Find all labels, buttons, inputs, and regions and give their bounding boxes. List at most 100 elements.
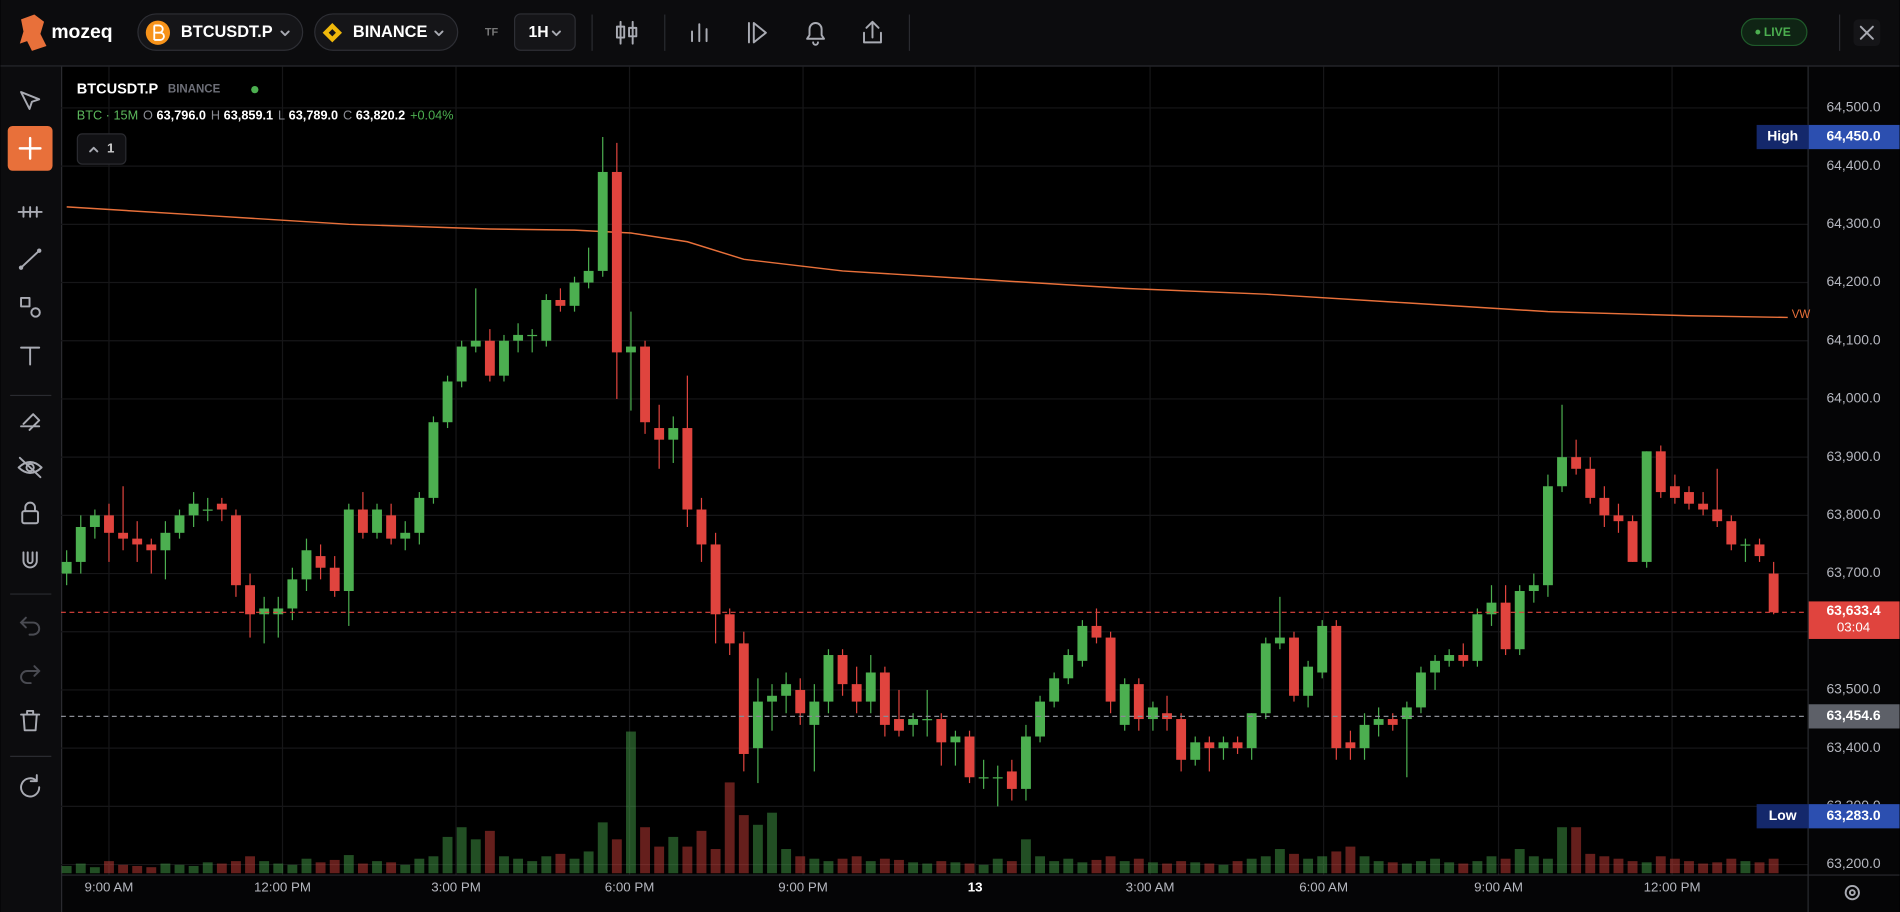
delete-button[interactable] <box>20 709 41 732</box>
icon <box>20 249 41 269</box>
shapes-tool[interactable] <box>20 296 41 318</box>
volume-bar <box>724 782 735 874</box>
y-tick-label: 63,700.0 <box>1826 564 1880 580</box>
candle-body <box>75 526 86 562</box>
redo-button[interactable] <box>20 665 41 685</box>
pill <box>137 13 304 51</box>
x-tick-label: 3:00 PM <box>431 879 481 894</box>
candle-body <box>1416 672 1426 708</box>
x-tick-label: 9:00 AM <box>85 879 134 894</box>
candle-body <box>1500 602 1511 650</box>
magnet-tool[interactable] <box>22 551 38 569</box>
volume-bar <box>767 812 777 874</box>
candle-body <box>682 428 693 510</box>
volume-bar <box>259 861 270 874</box>
candle-body <box>767 695 777 702</box>
text-tool[interactable] <box>20 346 41 366</box>
chart-type-button[interactable] <box>615 20 638 45</box>
y-tick-label: 64,300.0 <box>1826 215 1880 231</box>
countdown: 03:04 <box>1837 620 1871 635</box>
volume-bar <box>950 862 961 874</box>
candle-body <box>89 515 100 527</box>
candle-body <box>428 422 439 498</box>
volume-bar <box>216 863 227 874</box>
candle-body <box>1571 457 1582 469</box>
indicator-count: 1 <box>107 140 115 155</box>
marker-value-tag <box>1808 124 1900 150</box>
alert-button[interactable] <box>806 22 826 46</box>
volume-bar <box>329 859 340 874</box>
candle-body <box>1768 573 1779 613</box>
candle-body <box>1345 742 1356 749</box>
exchange: BINANCE <box>353 23 428 41</box>
volume-bar <box>372 861 382 874</box>
marker-name: Low <box>1769 807 1797 823</box>
eraser-tool[interactable] <box>20 413 41 431</box>
legend-key: L <box>278 108 285 123</box>
legend-value: 63,796.0 <box>157 108 206 123</box>
cursor-tool[interactable] <box>20 91 41 110</box>
candle-body <box>640 346 650 423</box>
volume-bar <box>1599 856 1610 874</box>
caret <box>434 30 444 37</box>
volume-bar <box>626 731 636 874</box>
indicators-button[interactable] <box>691 23 708 43</box>
volume-bar <box>1204 863 1215 874</box>
candle-body <box>837 655 848 685</box>
volume-bar <box>1317 856 1328 874</box>
close-button[interactable] <box>1853 19 1881 47</box>
candle-body <box>216 503 227 510</box>
candle-body <box>781 684 792 696</box>
hide-tool[interactable] <box>17 456 43 479</box>
candle-body <box>513 334 524 341</box>
volume-bar <box>1401 863 1412 874</box>
lock-tool[interactable] <box>21 501 39 525</box>
volume-bar <box>1684 861 1694 874</box>
volume-bar <box>1274 849 1285 874</box>
replay-button[interactable] <box>747 22 767 44</box>
trend-line-tool[interactable] <box>18 248 42 270</box>
volume-bar <box>1303 858 1314 874</box>
undo-button[interactable] <box>19 616 41 636</box>
y-tick-label: 63,900.0 <box>1826 448 1880 464</box>
volume-bar <box>894 859 904 874</box>
volume-bar <box>174 864 185 874</box>
volume-bar <box>541 856 552 874</box>
y-tick-label: 64,000.0 <box>1826 390 1880 406</box>
indicator-toggle[interactable]: 1 <box>76 133 127 165</box>
reset-button[interactable] <box>20 774 41 798</box>
candle-body <box>1218 742 1229 749</box>
candle-body <box>555 300 566 306</box>
candle-body <box>1049 678 1060 702</box>
timeframe-selector[interactable]: 1H <box>513 13 576 51</box>
volume-bar <box>1035 856 1045 874</box>
volume-bar <box>1190 862 1201 874</box>
candle-body <box>611 171 622 353</box>
volume-bar <box>1232 861 1243 874</box>
symbol-selector[interactable]: BTCUSDT.P <box>137 13 304 51</box>
candle-body <box>597 171 608 271</box>
volume-bar <box>1218 864 1229 874</box>
settings-button[interactable] <box>1844 884 1860 901</box>
candle-body <box>1585 468 1596 498</box>
candle-body <box>1641 451 1652 562</box>
logo[interactable]: mozeq <box>19 14 113 51</box>
y-tick-label: 64,100.0 <box>1826 331 1880 347</box>
left-toolbar <box>0 66 62 912</box>
share-button[interactable] <box>863 20 882 44</box>
volume-bar <box>1486 856 1497 874</box>
crosshair-tool[interactable] <box>7 125 53 171</box>
legend-key: O <box>143 108 153 123</box>
icon <box>17 456 43 479</box>
legend-value: 63,820.2 <box>356 108 405 123</box>
volume-bar <box>484 830 495 874</box>
candle-body <box>456 346 467 382</box>
marker-value: 63,283.0 <box>1826 807 1880 823</box>
candle-body <box>668 428 679 440</box>
candle-body <box>1190 742 1201 760</box>
live-text: LIVE <box>1764 25 1791 39</box>
exchange-selector[interactable]: BINANCE <box>314 13 459 51</box>
volume-bar <box>1557 827 1567 874</box>
horizontal-line-tool[interactable] <box>17 206 43 218</box>
